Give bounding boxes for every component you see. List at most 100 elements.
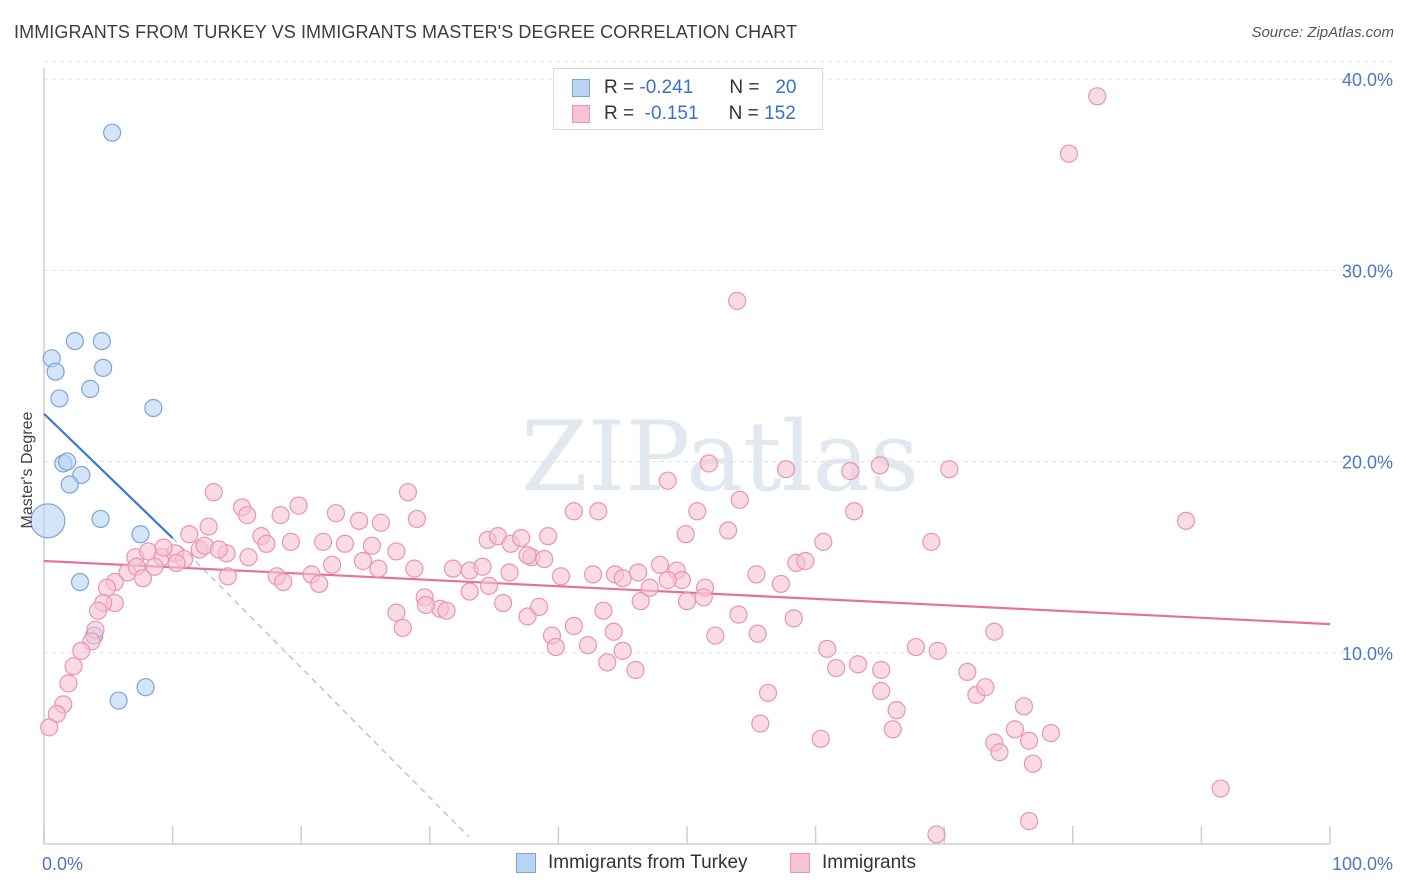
point-immigrants: [460, 582, 479, 601]
point-immigrants: [551, 567, 571, 586]
point-immigrants: [748, 624, 767, 643]
point-immigrants: [845, 502, 864, 521]
point-immigrants: [313, 532, 333, 551]
point-immigrants: [729, 605, 748, 624]
point-immigrants: [512, 528, 531, 548]
point-turkey: [103, 123, 122, 142]
point-immigrants: [40, 718, 59, 737]
point-immigrants: [848, 655, 868, 674]
point-turkey: [60, 475, 79, 494]
point-immigrants: [594, 601, 613, 620]
point-immigrants: [64, 657, 83, 676]
point-immigrants: [578, 636, 598, 655]
watermark: ZIPatlas: [521, 401, 919, 513]
point-turkey: [46, 362, 65, 381]
point-immigrants: [906, 637, 926, 657]
point-immigrants: [530, 597, 549, 616]
series-legend: Immigrants from Turkey Immigrants: [0, 852, 1406, 878]
point-immigrants: [437, 601, 456, 620]
legend-row-immigrants: R = -0.151 N = 152: [572, 102, 796, 126]
gridlines: [44, 61, 1392, 654]
point-immigrants: [199, 517, 218, 536]
point-turkey: [136, 678, 155, 697]
trend-extension-blue: [172, 537, 469, 837]
point-immigrants: [927, 825, 946, 844]
point-turkey: [65, 331, 84, 351]
point-immigrants: [747, 565, 766, 584]
point-immigrants: [827, 658, 846, 678]
legend-item-turkey: Immigrants from Turkey: [516, 852, 748, 874]
point-immigrants: [371, 513, 391, 532]
point-immigrants: [479, 576, 499, 595]
point-immigrants: [238, 506, 257, 525]
point-turkey: [131, 525, 150, 544]
point-immigrants: [811, 729, 830, 748]
point-immigrants: [928, 641, 947, 660]
point-immigrants: [776, 460, 796, 479]
legend-label: Immigrants: [822, 852, 916, 873]
point-immigrants: [1088, 87, 1107, 106]
point-immigrants: [688, 502, 707, 521]
legend-item-immigrants: Immigrants: [790, 852, 916, 874]
x-tick-label: 0.0%: [42, 854, 83, 874]
point-immigrants: [209, 540, 228, 559]
point-immigrants: [494, 593, 513, 613]
point-immigrants: [274, 572, 293, 592]
chart-title: IMMIGRANTS FROM TURKEY VS IMMIGRANTS MAS…: [14, 22, 798, 42]
point-immigrants: [564, 502, 583, 521]
point-immigrants: [335, 534, 355, 553]
point-turkey: [94, 358, 113, 377]
point-immigrants: [976, 678, 995, 697]
point-immigrants: [604, 622, 623, 641]
point-immigrants: [271, 506, 290, 525]
point-immigrants: [500, 563, 519, 582]
point-turkey: [144, 398, 163, 418]
point-immigrants: [154, 538, 173, 557]
point-immigrants: [398, 483, 418, 502]
n-value: 20: [775, 77, 797, 98]
point-immigrants: [72, 641, 91, 660]
point-immigrants: [473, 557, 492, 576]
point-immigrants: [629, 563, 648, 582]
correlation-legend: R = -0.241 N = 20 R = -0.151 N = 152: [553, 68, 823, 130]
point-immigrants: [326, 504, 346, 523]
point-immigrants: [1023, 754, 1043, 773]
point-immigrants: [706, 626, 725, 645]
r-value: -0.151: [644, 103, 699, 124]
point-immigrants: [369, 559, 388, 578]
point-immigrants: [631, 592, 650, 611]
point-immigrants: [796, 551, 815, 571]
point-immigrants: [730, 490, 749, 509]
n-label: N =: [728, 103, 759, 124]
point-immigrants: [699, 454, 718, 473]
point-immigrants: [1005, 720, 1025, 739]
point-immigrants: [784, 609, 803, 628]
point-immigrants: [281, 532, 301, 551]
point-immigrants: [598, 653, 617, 672]
point-immigrants: [814, 532, 833, 551]
point-immigrants: [1019, 731, 1039, 750]
point-immigrants: [758, 683, 778, 703]
point-immigrants: [310, 574, 329, 594]
point-turkey: [91, 509, 110, 529]
point-immigrants: [589, 502, 608, 521]
n-label: N =: [729, 77, 760, 98]
point-immigrants: [990, 743, 1009, 762]
y-tick-label: 30.0%: [1342, 261, 1393, 281]
source-label: Source: ZipAtlas.com: [1251, 24, 1394, 41]
point-immigrants: [97, 578, 117, 597]
point-immigrants: [883, 720, 902, 739]
point-immigrants: [405, 559, 424, 578]
point-immigrants: [387, 542, 406, 561]
y-axis-label: Master's Degree: [19, 411, 36, 528]
legend-swatch-blue: [516, 853, 536, 873]
point-immigrants: [1014, 697, 1034, 716]
point-immigrants: [88, 601, 108, 620]
point-immigrants: [322, 555, 342, 574]
point-immigrants: [204, 483, 223, 502]
point-immigrants: [818, 639, 837, 659]
trend-line-blue: [43, 412, 174, 539]
point-turkey: [81, 379, 100, 398]
point-immigrants: [539, 527, 558, 546]
